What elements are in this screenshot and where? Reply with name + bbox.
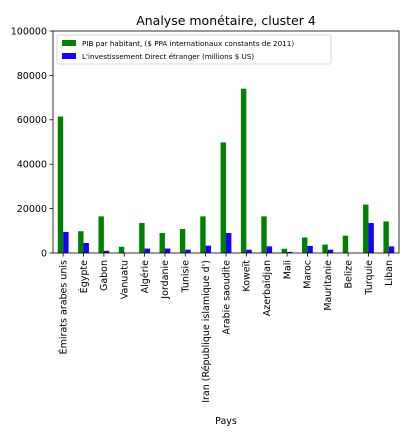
x-tick-label: Mali bbox=[282, 260, 293, 279]
bar-pib-9 bbox=[240, 88, 247, 253]
y-tick-label: 40000 bbox=[17, 160, 47, 171]
bar-ide-4 bbox=[144, 248, 150, 253]
bar-pib-4 bbox=[139, 223, 145, 253]
bar-ide-7 bbox=[205, 245, 212, 253]
x-tick-label: Azerbaïdjan bbox=[262, 260, 273, 316]
bar-ide-2 bbox=[103, 250, 110, 253]
bar-ide-16 bbox=[388, 246, 395, 253]
legend: PIB par habitant, ($ PPA internationaux … bbox=[56, 34, 332, 65]
x-tick-label: Émirats arabes unis bbox=[57, 260, 69, 354]
legend-label-1: L'investissement Direct étranger (millio… bbox=[82, 52, 254, 61]
bar-ide-13 bbox=[327, 249, 334, 253]
bar-ide-15 bbox=[368, 223, 374, 253]
bar-pib-10 bbox=[261, 216, 267, 253]
bar-ide-5 bbox=[164, 248, 171, 253]
legend-swatch-1 bbox=[62, 53, 76, 59]
x-tick-label: Mauritanie bbox=[323, 260, 334, 311]
bar-ide-10 bbox=[266, 246, 273, 253]
x-tick-label: Tunisie bbox=[181, 260, 192, 294]
bar-ide-1 bbox=[83, 243, 89, 253]
y-axis: 0 20000 40000 60000 80000 100000 bbox=[11, 26, 53, 259]
x-tick-label: Belize bbox=[343, 260, 354, 289]
legend-frame bbox=[56, 34, 332, 65]
bars-group bbox=[57, 88, 395, 253]
chart-title: Analyse monétaire, cluster 4 bbox=[136, 13, 316, 28]
y-tick-label: 80000 bbox=[17, 71, 47, 82]
legend-swatch-0 bbox=[62, 40, 76, 46]
bar-ide-0 bbox=[63, 231, 69, 253]
bar-ide-11 bbox=[287, 251, 293, 253]
bar-pib-5 bbox=[159, 233, 165, 253]
legend-label-0: PIB par habitant, ($ PPA internationaux … bbox=[82, 39, 294, 48]
x-tick-label: Arabie saoudite bbox=[221, 260, 232, 335]
bar-pib-14 bbox=[342, 235, 349, 253]
bar-pib-15 bbox=[363, 204, 369, 253]
x-axis-label: Pays bbox=[215, 416, 237, 427]
bar-pib-8 bbox=[220, 142, 226, 253]
y-tick-label: 100000 bbox=[11, 26, 47, 37]
bar-pib-0 bbox=[57, 116, 64, 253]
bar-pib-3 bbox=[118, 246, 125, 253]
x-tick-label: Jordanie bbox=[160, 260, 171, 300]
bar-ide-12 bbox=[307, 245, 313, 253]
x-tick-label: Iran (République islamique d') bbox=[201, 260, 212, 403]
bar-pib-16 bbox=[383, 221, 389, 253]
bar-pib-1 bbox=[78, 231, 84, 253]
bar-pib-2 bbox=[98, 216, 104, 253]
bar-pib-7 bbox=[200, 216, 206, 253]
y-tick-label: 20000 bbox=[17, 204, 47, 215]
x-tick-label: Liban bbox=[384, 260, 395, 286]
bar-ide-9 bbox=[246, 249, 252, 253]
x-tick-label: Gabon bbox=[99, 260, 110, 291]
bar-ide-8 bbox=[226, 233, 232, 253]
x-axis: Émirats arabes unis Égypte Gabon Vanuatu Alg… bbox=[57, 253, 395, 403]
x-tick-label: Maroc bbox=[303, 260, 314, 289]
bar-pib-13 bbox=[322, 244, 328, 253]
bar-pib-6 bbox=[179, 229, 186, 253]
bar-ide-6 bbox=[185, 249, 191, 253]
x-tick-label: Égypte bbox=[78, 260, 90, 293]
bar-pib-12 bbox=[302, 237, 308, 253]
x-tick-label: Koweït bbox=[242, 260, 253, 292]
x-tick-label: Algérie bbox=[140, 260, 151, 294]
x-tick-label: Turquie bbox=[364, 260, 375, 296]
y-tick-label: 0 bbox=[41, 248, 47, 259]
x-tick-label: Vanuatu bbox=[120, 260, 131, 299]
bar-pib-11 bbox=[281, 248, 288, 253]
y-tick-label: 60000 bbox=[17, 115, 47, 126]
